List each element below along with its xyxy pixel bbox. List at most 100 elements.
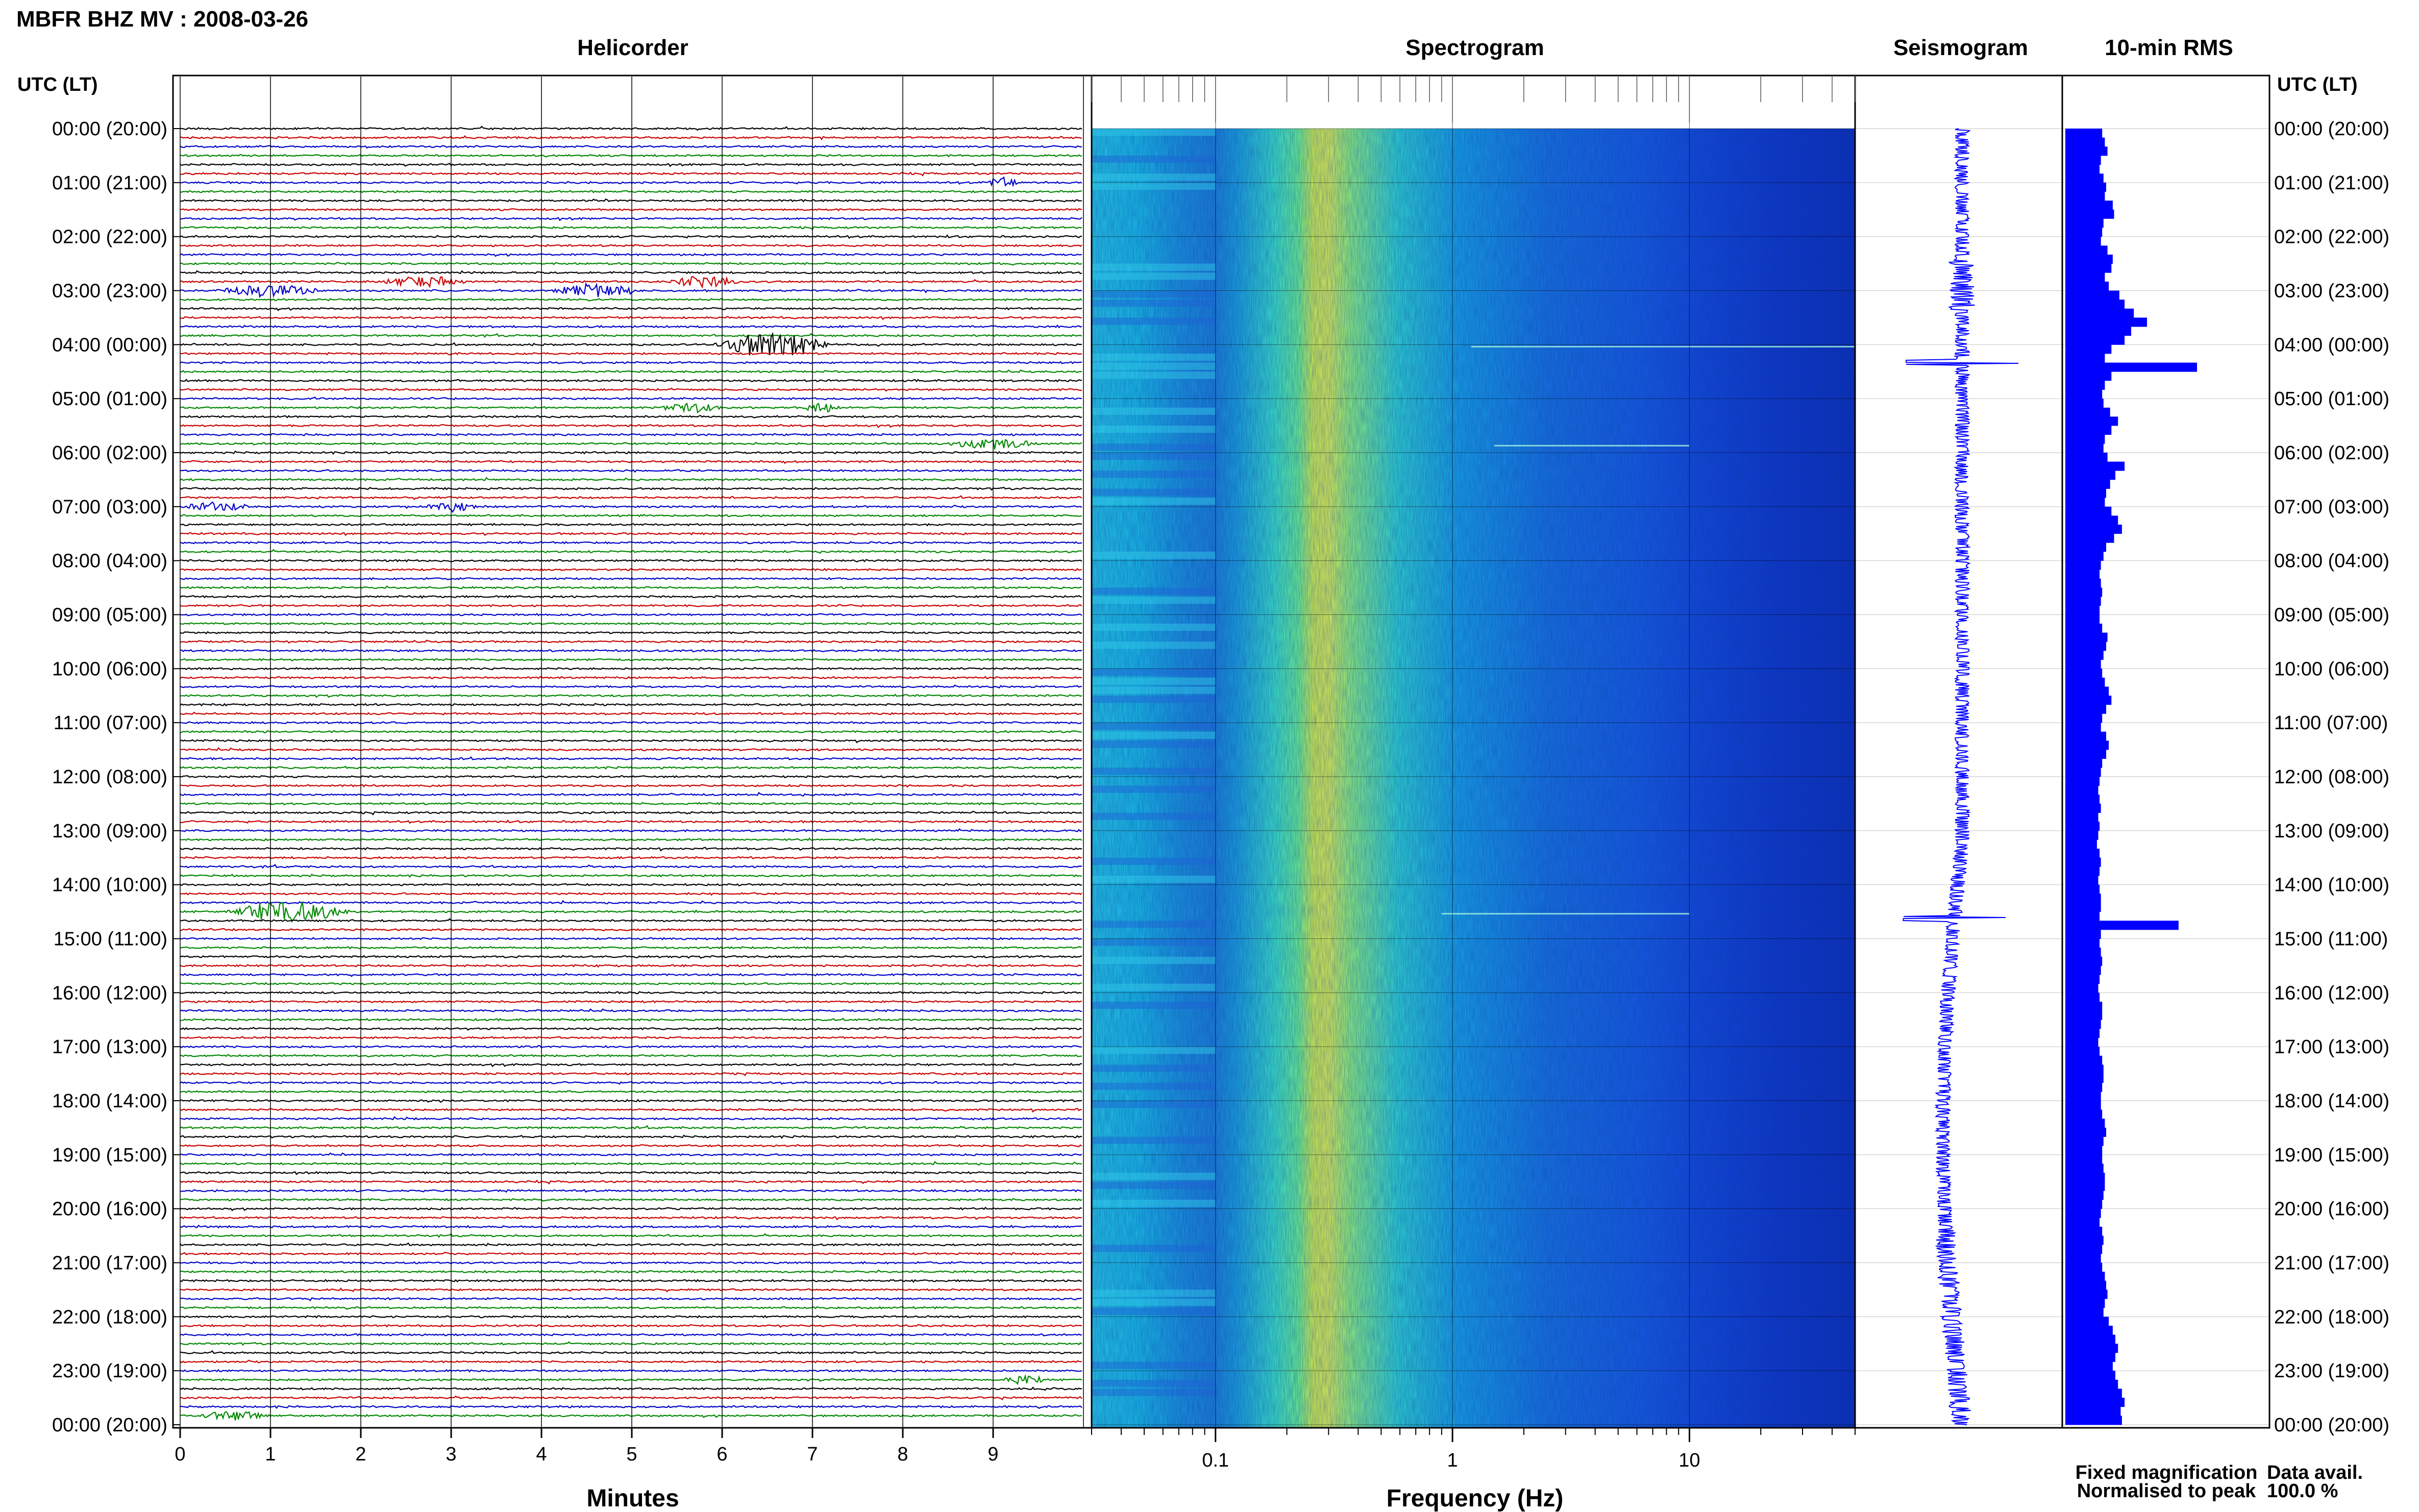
frequency-axis-label: Frequency (Hz): [1387, 1485, 1564, 1512]
helicorder-trace: [180, 1233, 1082, 1238]
helicorder-trace: [180, 1134, 1082, 1139]
helicorder-trace: [180, 1018, 1082, 1022]
rms-bar: [2065, 1173, 2105, 1182]
time-label-left: 18:00 (14:00): [52, 1090, 167, 1112]
rms-bar: [2065, 1163, 2104, 1173]
time-label-left: 17:00 (13:00): [52, 1036, 167, 1058]
rms-bar: [2065, 236, 2101, 246]
time-label-left: 14:00 (10:00): [52, 875, 167, 896]
rms-bar: [2065, 668, 2103, 678]
helicorder-trace: [180, 216, 1082, 221]
helicorder-trace: [180, 711, 1082, 716]
rms-bar: [2065, 353, 2105, 363]
rms-bar: [2065, 1064, 2104, 1074]
helicorder-trace: [180, 891, 1082, 896]
rms-bar: [2065, 1127, 2106, 1137]
rms-bar: [2065, 1245, 2103, 1254]
spectrogram-row: [1092, 182, 1216, 190]
time-label-right: 11:00 (07:00): [2274, 712, 2388, 734]
rms-bar: [2065, 876, 2099, 885]
time-labels-right: 00:00 (20:00) 01:00 (21:00) 02:00 (22:00) 0…: [2274, 118, 2389, 1436]
time-label-right: 00:00 (20:00): [2274, 1415, 2389, 1436]
helicorder-trace: [180, 333, 1082, 338]
helicorder-trace: [180, 1206, 1082, 1211]
time-label-right: 13:00 (09:00): [2274, 821, 2389, 842]
helicorder-trace: [180, 1036, 1082, 1039]
helicorder-trace: [180, 1374, 1082, 1385]
helicorder-trace: [180, 631, 1082, 635]
spectrogram-row: [1092, 686, 1216, 694]
helicorder-trace: [180, 1027, 1082, 1031]
time-label-left: 20:00 (16:00): [52, 1199, 167, 1220]
spectrogram-row: [1092, 498, 1216, 505]
helicorder-trace: [180, 1045, 1082, 1049]
helicorder-trace: [180, 738, 1082, 743]
spectrogram-grid: [1092, 77, 1855, 1428]
spectrogram-row: [1092, 552, 1216, 559]
helicorder-trace: [180, 402, 1082, 414]
rms-bar: [2065, 263, 2112, 273]
rms-bar: [2065, 993, 2100, 1002]
helicorder-trace: [180, 667, 1082, 671]
rms-bar: [2065, 597, 2101, 606]
rms-bar: [2065, 371, 2112, 381]
spectrogram-row: [1092, 696, 1216, 703]
figure-title: MBFR BHZ MV : 2008-03-26: [16, 7, 308, 32]
helicorder-trace: [180, 513, 1082, 517]
time-label-right: 21:00 (17:00): [2274, 1253, 2389, 1274]
helicorder-trace: [180, 963, 1082, 968]
time-label-left: 00:00 (20:00): [52, 1415, 167, 1436]
rms-bar: [2065, 453, 2108, 462]
helicorder-trace: [180, 791, 1082, 797]
spectrogram-row: [1092, 1181, 1216, 1189]
rms-bar: [2065, 866, 2100, 876]
time-label-right: 09:00 (05:00): [2274, 605, 2389, 626]
rms-bar: [2065, 1020, 2101, 1029]
helicorder-trace: [180, 765, 1082, 770]
helicorder-trace: [180, 883, 1082, 887]
time-label-right: 10:00 (06:00): [2274, 658, 2389, 680]
rms-bar: [2065, 731, 2106, 741]
helicorder-trace: [180, 495, 1082, 500]
rms-bar: [2065, 1047, 2100, 1056]
rms-bar: [2065, 830, 2099, 840]
helicorder-trace: [180, 396, 1082, 401]
time-label-left: 13:00 (09:00): [52, 821, 167, 842]
helicorder-trace: [180, 424, 1082, 429]
spectrogram-row: [1092, 129, 1216, 136]
rms-bar: [2065, 803, 2101, 813]
spectrogram-row: [1092, 1361, 1216, 1369]
rms-bar: [2065, 686, 2109, 696]
helicorder-trace: [180, 208, 1082, 212]
helicorder-trace: [180, 991, 1082, 995]
minute-tick-label: 3: [446, 1444, 456, 1465]
rms-bar: [2065, 704, 2106, 714]
helicorder-trace: [180, 676, 1082, 680]
helicorder-trace: [180, 306, 1082, 311]
helicorder-trace: [180, 955, 1082, 959]
rms-bar: [2065, 191, 2105, 201]
helicorder-trace: [180, 1350, 1082, 1355]
spectrogram-row: [1092, 740, 1216, 748]
spectrogram-row: [1092, 1136, 1216, 1144]
time-label-left: 15:00 (11:00): [54, 929, 167, 950]
helicorder-trace: [180, 1306, 1082, 1310]
time-label-right: 07:00 (03:00): [2274, 497, 2389, 518]
rms-bar: [2065, 362, 2197, 372]
helicorder-trace: [180, 1395, 1082, 1401]
spectrogram-row: [1092, 857, 1216, 865]
spectrogram-row: [1092, 785, 1216, 793]
helicorder-trace: [180, 937, 1082, 940]
rms-bar: [2065, 525, 2122, 534]
helicorder-trace: [180, 613, 1082, 616]
rms-bar: [2065, 1262, 2103, 1272]
helicorder-trace: [180, 1107, 1082, 1113]
spectrogram-row: [1092, 155, 1216, 163]
rms-bar: [2065, 1235, 2104, 1245]
time-label-right: 06:00 (02:00): [2274, 442, 2389, 464]
helicorder-trace: [180, 828, 1082, 833]
spectrogram-row: [1092, 371, 1216, 379]
spectrogram-row: [1092, 731, 1216, 739]
rms-bar: [2065, 146, 2108, 156]
helicorder-trace: [180, 540, 1082, 544]
